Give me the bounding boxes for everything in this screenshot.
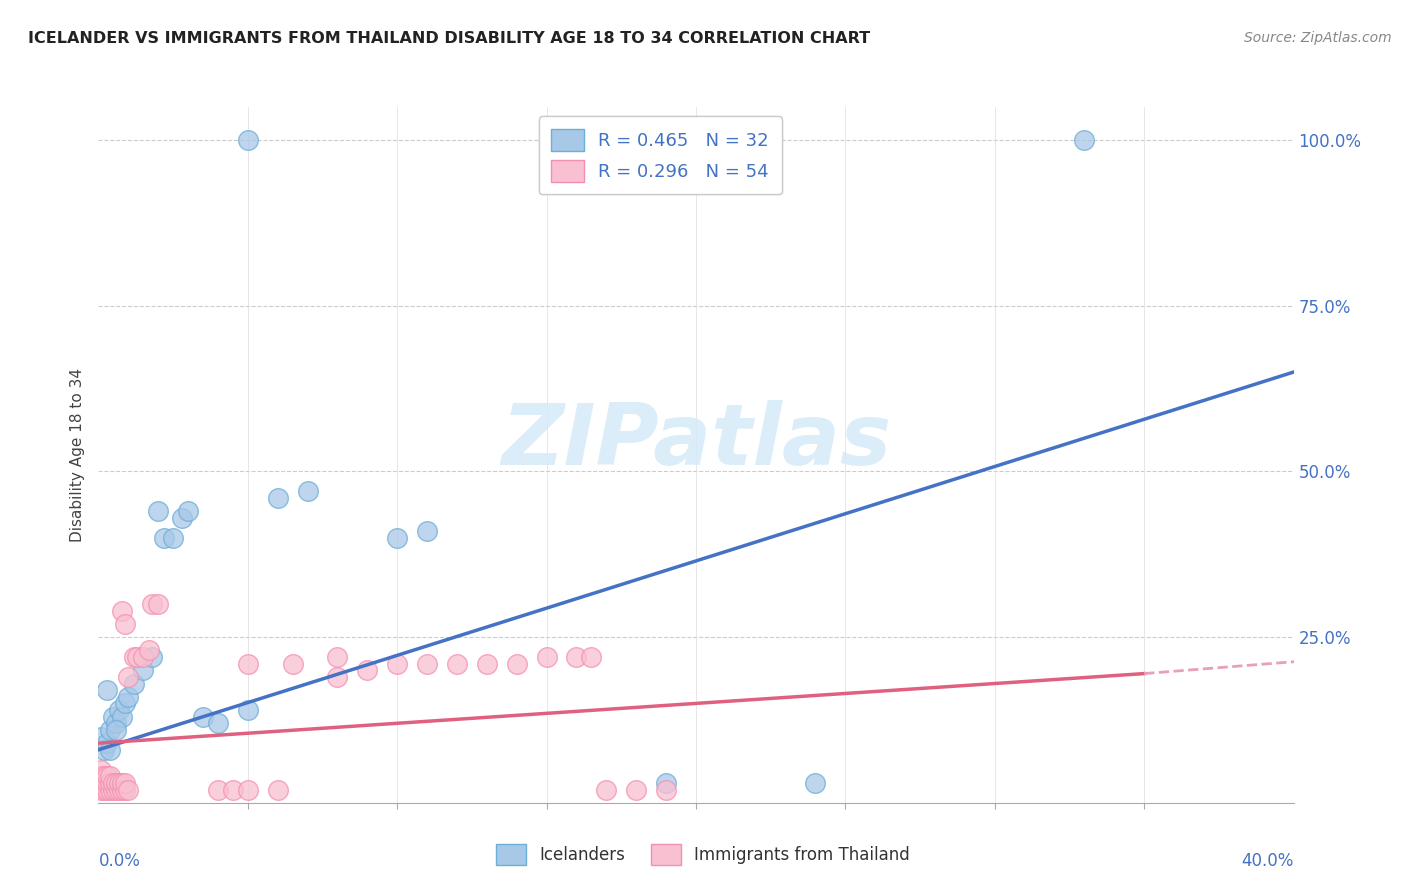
Point [446,657,468,671]
Point [108,782,131,797]
Point [117,670,139,684]
Point [236,703,259,717]
Point [96,769,118,783]
Point [105,716,128,731]
Point [326,670,349,684]
Point [103,782,125,797]
Point [100,743,122,757]
Text: ICELANDER VS IMMIGRANTS FROM THAILAND DISABILITY AGE 18 TO 34 CORRELATION CHART: ICELANDER VS IMMIGRANTS FROM THAILAND DI… [28,31,870,46]
Point [416,524,439,538]
Point [207,782,229,797]
Point [111,709,134,723]
Point [114,776,136,790]
Point [132,650,155,665]
Point [100,782,122,797]
Point [114,616,136,631]
Point [506,657,529,671]
Point [148,504,170,518]
Point [90,763,112,777]
Point [111,604,134,618]
Point [100,776,122,790]
Point [581,650,603,665]
Point [565,650,588,665]
Point [222,782,245,797]
Point [385,531,409,545]
Point [111,782,134,797]
Point [626,782,648,797]
Point [90,776,112,790]
Point [96,736,118,750]
Point [93,769,115,783]
Point [124,676,146,690]
Point [100,723,122,737]
Y-axis label: Disability Age 18 to 34: Disability Age 18 to 34 [70,368,86,542]
Point [153,531,176,545]
Point [103,776,125,790]
Point [281,657,304,671]
Point [385,657,409,671]
Point [90,782,112,797]
Point [108,776,131,790]
Point [655,776,678,790]
Point [416,657,439,671]
Point [297,484,319,499]
Point [93,782,115,797]
Point [236,657,259,671]
Point [105,782,128,797]
Point [108,703,131,717]
Point [177,504,200,518]
Point [96,683,118,698]
Point [124,650,146,665]
Point [114,697,136,711]
Point [96,782,118,797]
Text: ZIPatlas: ZIPatlas [501,400,891,483]
Point [90,730,112,744]
Point [127,650,149,665]
Text: 0.0%: 0.0% [98,852,141,870]
Point [267,782,290,797]
Point [148,597,170,611]
Point [595,782,617,797]
Point [162,531,184,545]
Point [207,716,229,731]
Point [141,650,163,665]
Point [191,709,214,723]
Text: 40.0%: 40.0% [1241,852,1294,870]
Point [141,597,163,611]
Point [138,643,160,657]
Point [236,133,259,147]
Point [132,663,155,677]
Point [90,776,112,790]
Point [111,776,134,790]
Point [655,782,678,797]
Point [356,663,378,677]
Point [93,743,115,757]
Point [172,511,194,525]
Point [96,776,118,790]
Point [93,776,115,790]
Legend: R = 0.465   N = 32, R = 0.296   N = 54: R = 0.465 N = 32, R = 0.296 N = 54 [538,116,782,194]
Point [267,491,290,505]
Point [90,769,112,783]
Point [536,650,558,665]
Point [236,782,259,797]
Point [114,782,136,797]
Point [100,769,122,783]
Point [475,657,498,671]
Legend: Icelanders, Immigrants from Thailand: Icelanders, Immigrants from Thailand [486,834,920,875]
Point [105,776,128,790]
Point [117,690,139,704]
Point [1073,133,1095,147]
Point [103,709,125,723]
Text: Source: ZipAtlas.com: Source: ZipAtlas.com [1244,31,1392,45]
Point [804,776,827,790]
Point [117,782,139,797]
Point [105,723,128,737]
Point [326,650,349,665]
